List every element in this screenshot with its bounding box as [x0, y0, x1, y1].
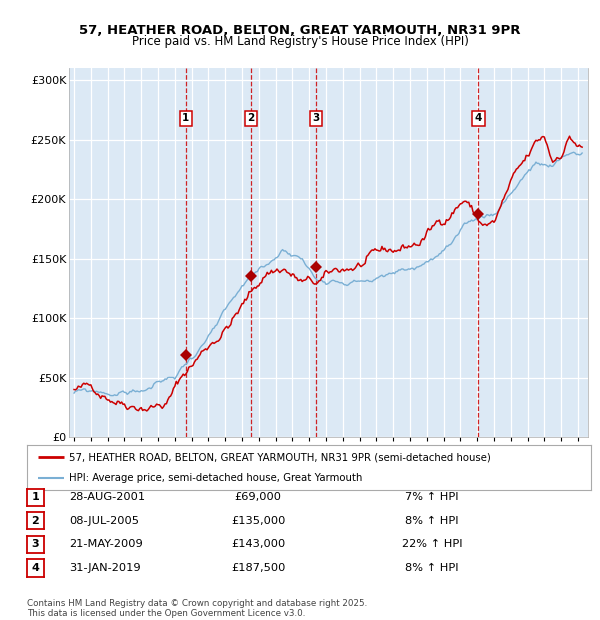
Text: 3: 3 — [32, 539, 39, 549]
Text: HPI: Average price, semi-detached house, Great Yarmouth: HPI: Average price, semi-detached house,… — [70, 472, 362, 483]
Text: £69,000: £69,000 — [235, 492, 281, 502]
Text: 57, HEATHER ROAD, BELTON, GREAT YARMOUTH, NR31 9PR (semi-detached house): 57, HEATHER ROAD, BELTON, GREAT YARMOUTH… — [70, 452, 491, 463]
Text: 2: 2 — [247, 113, 254, 123]
Text: 3: 3 — [312, 113, 319, 123]
Text: 4: 4 — [31, 563, 40, 573]
Text: 28-AUG-2001: 28-AUG-2001 — [69, 492, 145, 502]
Text: 57, HEATHER ROAD, BELTON, GREAT YARMOUTH, NR31 9PR: 57, HEATHER ROAD, BELTON, GREAT YARMOUTH… — [79, 24, 521, 37]
Text: Contains HM Land Registry data © Crown copyright and database right 2025.
This d: Contains HM Land Registry data © Crown c… — [27, 599, 367, 618]
Text: 2: 2 — [32, 516, 39, 526]
Text: 22% ↑ HPI: 22% ↑ HPI — [401, 539, 463, 549]
Text: 1: 1 — [32, 492, 39, 502]
Text: Price paid vs. HM Land Registry's House Price Index (HPI): Price paid vs. HM Land Registry's House … — [131, 35, 469, 48]
Text: 1: 1 — [182, 113, 190, 123]
Text: £187,500: £187,500 — [231, 563, 285, 573]
Text: 7% ↑ HPI: 7% ↑ HPI — [405, 492, 459, 502]
Text: 8% ↑ HPI: 8% ↑ HPI — [405, 563, 459, 573]
Text: 08-JUL-2005: 08-JUL-2005 — [69, 516, 139, 526]
Text: £143,000: £143,000 — [231, 539, 285, 549]
Text: £135,000: £135,000 — [231, 516, 285, 526]
Text: 4: 4 — [475, 113, 482, 123]
Text: 21-MAY-2009: 21-MAY-2009 — [69, 539, 143, 549]
Text: 31-JAN-2019: 31-JAN-2019 — [69, 563, 140, 573]
Text: 8% ↑ HPI: 8% ↑ HPI — [405, 516, 459, 526]
